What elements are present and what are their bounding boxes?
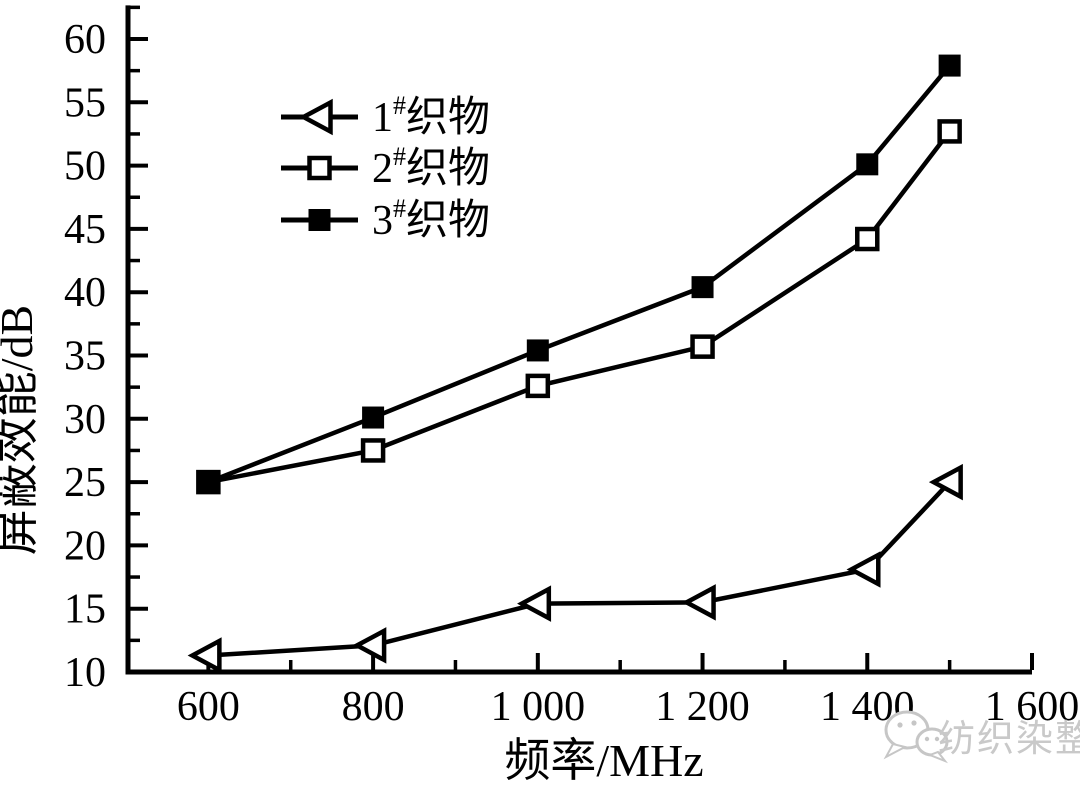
series-markers-1 [187,463,963,674]
y-tick-label: 60 [64,17,106,63]
y-tick-label: 20 [64,523,106,569]
y-tick-label: 40 [64,270,106,316]
marker-square-open [855,226,880,252]
marker-square-filled [362,406,385,429]
y-tick-label: 10 [64,650,106,696]
y-tick-label: 15 [64,587,106,633]
legend-label: 1#织物 [372,91,490,141]
axes-layer: 10 15 20 25 30 35 40 45 50 55 60 600 800 1 000 1 200 1 … [64,5,1079,730]
marker-triangle-left-open [187,637,222,674]
marker-square-filled [938,54,961,77]
watermark-text: 纺织染整 [938,718,1080,760]
watermark: 纺织染整 [883,710,1080,764]
series-layer [187,54,963,674]
marker-triangle-left-open [928,463,963,501]
marker-square-filled [526,339,549,362]
x-tick-label: 1 600 [985,684,1080,730]
series-markers-3 [197,54,961,494]
legend-item-3: 3#织物 [281,194,490,244]
y-tick-label: 50 [64,144,106,190]
marker-square-open [525,373,551,399]
x-tick-label: 800 [342,684,405,730]
series-line-2 [207,130,952,485]
series-line-1 [208,480,952,658]
x-tick-label: 1 200 [655,684,750,730]
marker-triangle-left-open [298,98,333,136]
y-tick-label: 25 [64,460,106,506]
legend-label: 3#织物 [372,194,490,244]
marker-square-open [690,334,715,359]
x-axis-title: 频率/MHz [504,735,703,785]
marker-square-open [360,438,386,463]
marker-square-filled [856,153,879,176]
x-tick-label: 1 000 [491,684,586,730]
series-line-3 [207,64,952,485]
legend-item-2: 2#织物 [281,142,490,192]
marker-square-filled [691,276,714,299]
x-tick-label: 600 [177,684,240,730]
y-tick-label: 35 [64,334,106,380]
marker-triangle-left-open [352,627,387,664]
marker-square-open [937,119,962,144]
y-tick-label: 30 [64,397,106,443]
marker-triangle-left-open [681,584,716,621]
marker-square-filled [197,471,220,494]
wechat-chat-bubbles-icon [883,710,949,764]
legend-label: 2#织物 [372,142,490,192]
y-tick-label: 45 [64,207,106,253]
legend: 1#织物2#织物3#织物 [281,91,490,244]
y-tick-label: 55 [64,80,106,126]
y-axis-title: 屏蔽效能/dB [0,305,42,555]
marker-square-open [307,155,332,181]
marker-triangle-left-open [517,585,552,622]
marker-triangle-left-open [846,551,881,588]
legend-item-1: 1#织物 [281,91,490,141]
marker-square-filled [308,209,331,231]
